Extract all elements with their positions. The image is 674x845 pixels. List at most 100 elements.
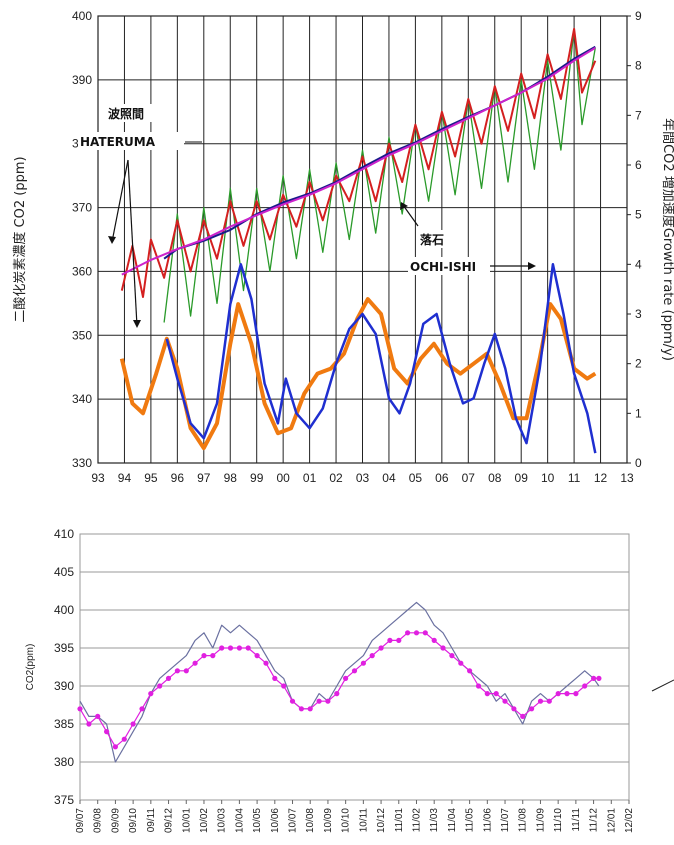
top-chart: 3303403503603703803904000123456789939495… — [12, 9, 674, 485]
series-line — [79, 632, 599, 748]
x-tick-label: 10/05 — [252, 808, 263, 833]
y-tick-label: 410 — [54, 527, 74, 541]
y-right-tick-label: 4 — [635, 257, 642, 271]
y-right-tick-label: 6 — [635, 158, 642, 172]
x-tick-label: 10/11 — [358, 808, 369, 833]
x-tick-label: 10/07 — [288, 808, 299, 833]
x-tick-label: 11/05 — [465, 808, 476, 833]
series-line — [79, 601, 600, 763]
x-tick-label: 11/04 — [447, 808, 458, 833]
x-tick-label: 09/08 — [93, 808, 104, 833]
arrow-head — [108, 236, 116, 244]
x-tick-label: 06 — [435, 471, 449, 485]
x-tick-label: 95 — [144, 471, 158, 485]
x-tick-label: 09/12 — [164, 808, 175, 833]
y-right-tick-label: 9 — [635, 9, 642, 23]
x-tick-label: 10/10 — [341, 808, 352, 833]
y-left-tick-label: 400 — [72, 9, 92, 23]
x-tick-label: 11 — [568, 471, 581, 485]
annotation-hateruma-jp: 波照間 — [108, 106, 144, 121]
x-tick-label: 09/11 — [146, 808, 157, 833]
bottom-chart: 375 380 385 390 395 400 405 410 09/07 09/08 09/09 0… — [25, 527, 674, 833]
arrow-head — [400, 202, 408, 210]
x-tick-label: 10/04 — [234, 808, 245, 833]
y-right-axis-title: 年間CO2 増加速度Growth rate (ppm/y) — [660, 118, 674, 361]
arrow-head — [528, 262, 536, 270]
y-right-tick-label: 2 — [635, 357, 642, 371]
annotation-arrow — [402, 204, 419, 227]
x-tick-label: 05 — [409, 471, 423, 485]
y-right-tick-label: 0 — [635, 456, 642, 470]
x-tick-label: 10/02 — [199, 808, 210, 833]
y-left-tick-label: 360 — [72, 264, 92, 278]
x-tick-label: 11/08 — [518, 808, 529, 833]
y-tick-label: 395 — [54, 641, 74, 655]
annotation-bg — [408, 257, 490, 275]
y-left-tick-label: 340 — [72, 392, 92, 406]
x-tick-label: 93 — [91, 471, 105, 485]
x-tick-label: 11/02 — [411, 808, 422, 833]
y-right-tick-label: 5 — [635, 208, 642, 222]
x-tick-label: 11/06 — [482, 808, 493, 833]
y-left-tick-label: 350 — [72, 328, 92, 342]
x-tick-label: 10/06 — [270, 808, 281, 833]
x-tick-label: 07 — [462, 471, 476, 485]
series-line — [163, 28, 596, 323]
y-left-tick-label: 390 — [72, 73, 92, 87]
x-tick-label: 10/08 — [305, 808, 316, 833]
plot-area — [79, 533, 630, 801]
annotation-bg — [78, 132, 184, 150]
x-tick-label: 12/01 — [606, 808, 617, 833]
y-right-tick-label: 1 — [635, 406, 642, 420]
y-left-axis-title: 二酸化炭素濃度 CO2 (ppm) — [12, 156, 28, 322]
x-tick-label: 11/12 — [589, 808, 600, 833]
x-tick-label: 97 — [197, 471, 211, 485]
x-tick-label: 08 — [488, 471, 502, 485]
y-tick-label: 405 — [54, 565, 74, 579]
y-tick-label: 385 — [54, 717, 74, 731]
x-tick-label: 09/09 — [110, 808, 121, 833]
x-tick-label: 04 — [382, 471, 396, 485]
edge-stroke — [651, 679, 674, 692]
x-tick-label: 10/12 — [376, 808, 387, 833]
y-tick-label: 380 — [54, 755, 74, 769]
x-tick-label: 11/03 — [429, 808, 440, 833]
y-tick-label: 400 — [54, 603, 74, 617]
x-tick-label: 11/11 — [571, 808, 582, 832]
x-tick-label: 11/10 — [553, 808, 564, 833]
y-tick-label: 375 — [54, 793, 74, 807]
x-tick-label: 98 — [224, 471, 238, 485]
x-tick-label: 10/03 — [217, 808, 228, 833]
x-tick-label: 03 — [356, 471, 370, 485]
annotation-ochiishi-en: OCHI-ISHI — [410, 260, 476, 274]
x-tick-label: 12/02 — [624, 808, 635, 833]
x-tick-label: 99 — [250, 471, 264, 485]
series-line — [165, 263, 597, 454]
x-tick-label: 01 — [303, 471, 317, 485]
x-tick-label: 09/07 — [75, 808, 86, 833]
x-tick-label: 10/09 — [323, 808, 334, 833]
x-tick-label: 11/01 — [394, 808, 405, 833]
y-right-tick-label: 8 — [635, 59, 642, 73]
x-tick-label: 02 — [329, 471, 343, 485]
y-right-tick-label: 3 — [635, 307, 642, 321]
x-tick-label: 11/07 — [500, 808, 511, 833]
y-tick-label: 390 — [54, 679, 74, 693]
x-tick-label: 94 — [118, 471, 132, 485]
x-tick-label: 00 — [276, 471, 290, 485]
annotation-bg — [106, 104, 154, 122]
x-tick-label: 09 — [515, 471, 529, 485]
x-tick-label: 09/10 — [128, 808, 139, 833]
annotation-hateruma-en: HATERUMA — [80, 135, 156, 149]
annotation-bg — [418, 230, 456, 248]
x-tick-label: 96 — [171, 471, 185, 485]
x-tick-label: 13 — [620, 471, 634, 485]
annotation-ochiishi-jp: 落石 — [420, 232, 444, 247]
annotation-arrow — [111, 159, 129, 243]
series-line — [121, 47, 596, 276]
arrow-head — [133, 320, 141, 328]
x-tick-label: 10/01 — [181, 808, 192, 833]
x-tick-label: 11/09 — [535, 808, 546, 833]
y-axis-title: CO2(ppm) — [25, 644, 36, 691]
